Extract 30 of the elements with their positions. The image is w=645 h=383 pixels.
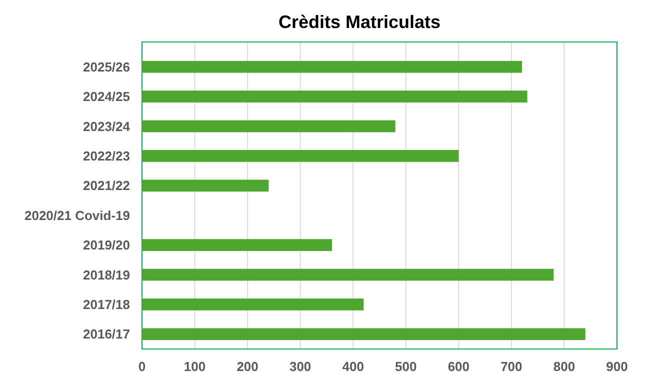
chart-title: Crèdits Matriculats xyxy=(278,12,441,32)
y-tick-label: 2023/24 xyxy=(83,118,131,134)
x-tick-label: 300 xyxy=(289,359,312,374)
x-tick-label: 0 xyxy=(138,359,146,374)
y-tick-label: 2019/20 xyxy=(83,238,130,253)
bar xyxy=(142,180,269,192)
bar xyxy=(142,90,528,102)
y-tick-label: 2025/26 xyxy=(83,59,130,74)
y-tick-label: 2018/19 xyxy=(83,267,130,282)
y-tick-label: 2021/22 xyxy=(83,178,130,194)
y-tick-label: 2020/21 Covid-19 xyxy=(24,208,130,223)
bar xyxy=(142,298,364,310)
bar xyxy=(142,239,332,251)
bar xyxy=(142,150,459,162)
y-tick-label: 2024/25 xyxy=(83,89,130,104)
y-tick-label: 2016/17 xyxy=(83,326,130,342)
bar xyxy=(142,60,522,73)
y-tick-label: 2022/23 xyxy=(83,148,130,164)
x-tick-label: 400 xyxy=(342,359,364,374)
x-tick-label: 800 xyxy=(553,359,576,374)
x-tick-label: 500 xyxy=(395,359,417,374)
x-tick-label: 600 xyxy=(448,359,470,374)
x-tick-label: 200 xyxy=(236,359,258,374)
x-tick-label: 900 xyxy=(606,359,628,374)
bar xyxy=(142,120,396,132)
y-tick-label: 2017/18 xyxy=(83,297,130,312)
bar xyxy=(142,268,554,281)
bar xyxy=(142,328,586,340)
x-tick-label: 700 xyxy=(500,359,522,374)
x-tick-label: 100 xyxy=(184,359,206,374)
